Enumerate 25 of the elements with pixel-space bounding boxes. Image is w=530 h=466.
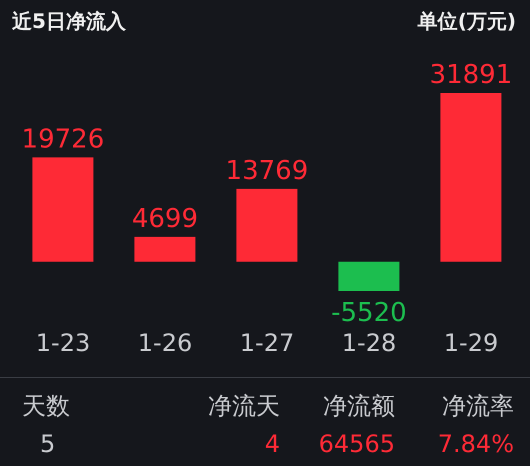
- bar: [440, 93, 502, 262]
- data-label: -5520: [331, 298, 407, 328]
- text: 净流天: [208, 391, 280, 422]
- data-label: 13769: [226, 156, 308, 186]
- text: 7.84%: [438, 430, 514, 458]
- bar: [338, 262, 400, 291]
- bar: [134, 236, 196, 262]
- x-tick-label: 1-28: [342, 329, 396, 357]
- bar: [236, 188, 298, 262]
- text: 净流率: [442, 391, 514, 422]
- data-label: 31891: [430, 60, 512, 90]
- text: 天数: [22, 391, 70, 422]
- chart-title: 近5日净流入: [12, 8, 126, 35]
- text: 64565: [318, 430, 395, 458]
- x-tick-label: 1-29: [444, 329, 498, 357]
- x-tick-label: 1-27: [240, 329, 294, 357]
- text: 净流额: [323, 391, 395, 422]
- bar: [32, 157, 94, 262]
- text: 5: [40, 430, 56, 458]
- data-label: 19726: [22, 124, 104, 154]
- data-label: 4699: [132, 204, 198, 234]
- text: 单位(万元): [418, 8, 516, 35]
- x-tick-label: 1-26: [138, 329, 192, 357]
- text: 4: [264, 430, 280, 458]
- x-tick-label: 1-23: [36, 329, 90, 357]
